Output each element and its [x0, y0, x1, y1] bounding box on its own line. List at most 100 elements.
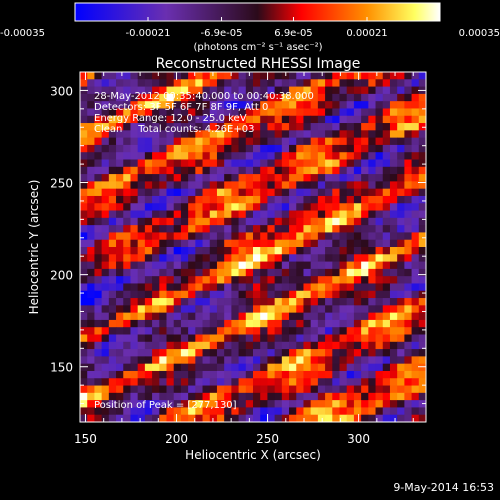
heatmap-cell [368, 261, 376, 270]
heatmap-cell [267, 400, 276, 408]
heatmap-cell [353, 319, 362, 328]
heatmap-cell [404, 225, 412, 233]
heatmap-cell [116, 239, 124, 248]
heatmap-cell [245, 108, 254, 117]
heatmap-cell [361, 239, 369, 248]
heatmap-cell [245, 385, 254, 394]
heatmap-cell [166, 72, 175, 80]
heatmap-cell [238, 210, 247, 219]
heatmap-cell [303, 174, 312, 182]
heatmap-cell [202, 414, 211, 423]
heatmap-cell [368, 137, 376, 146]
heatmap-cell [245, 217, 254, 226]
heatmap-cell [375, 261, 384, 270]
heatmap-cell [108, 276, 117, 284]
heatmap-cell [80, 356, 88, 365]
heatmap-cell [130, 349, 139, 357]
heatmap-cell [216, 305, 225, 314]
heatmap-cell [144, 290, 153, 299]
heatmap-cell [80, 210, 88, 219]
heatmap-cell [144, 276, 153, 284]
heatmap-cell [353, 341, 362, 350]
heatmap-cell [253, 370, 261, 379]
heatmap-cell [339, 305, 348, 314]
heatmap-cell [87, 385, 95, 394]
heatmap-cell [94, 166, 103, 175]
heatmap-cell [116, 363, 124, 372]
heatmap-cell [361, 392, 369, 401]
heatmap-cell [310, 341, 319, 350]
heatmap-cell [404, 210, 412, 219]
heatmap-cell [166, 407, 175, 416]
heatmap-cell [224, 356, 232, 365]
heatmap-cell [260, 407, 268, 416]
heatmap-cell [346, 407, 355, 416]
heatmap-cell [144, 305, 153, 314]
heatmap-cell [411, 407, 420, 416]
heatmap-cell [116, 334, 124, 343]
heatmap-cell [231, 378, 239, 386]
heatmap-cell [144, 232, 153, 241]
heatmap-cell [332, 370, 340, 379]
heatmap-cell [108, 115, 117, 124]
heatmap-cell [152, 225, 160, 233]
heatmap-cell [310, 225, 319, 233]
heatmap-cell [202, 101, 211, 109]
heatmap-cell [224, 363, 232, 372]
heatmap-cell [116, 115, 124, 124]
heatmap-cell [216, 407, 225, 416]
heatmap-cell [188, 414, 196, 423]
heatmap-cell [245, 254, 254, 262]
heatmap-cell [325, 341, 333, 350]
heatmap-cell [173, 101, 182, 109]
heatmap-cell [101, 166, 110, 175]
heatmap-cell [238, 152, 247, 160]
heatmap-cell [303, 283, 312, 292]
heatmap-cell [353, 414, 362, 423]
heatmap-cell [80, 159, 88, 168]
heatmap-cell [418, 327, 427, 335]
heatmap-cell [224, 123, 232, 131]
heatmap-cell [94, 181, 103, 190]
heatmap-cell [166, 319, 175, 328]
heatmap-cell [353, 181, 362, 190]
heatmap-cell [281, 130, 290, 139]
heatmap-cell [116, 319, 124, 328]
heatmap-cell [188, 400, 196, 408]
heatmap-cell [195, 327, 203, 335]
heatmap-cell [195, 137, 203, 146]
heatmap-cell [180, 115, 189, 124]
heatmap-cell [195, 283, 203, 292]
heatmap-cell [152, 414, 160, 423]
heatmap-cell [332, 283, 340, 292]
heatmap-cell [144, 378, 153, 386]
heatmap-cell [375, 239, 384, 248]
heatmap-cell [123, 312, 131, 321]
heatmap-cell [267, 385, 276, 394]
heatmap-cell [180, 319, 189, 328]
heatmap-cell [173, 159, 182, 168]
heatmap-cell [389, 225, 398, 233]
heatmap-cell [188, 152, 196, 160]
heatmap-cell [216, 152, 225, 160]
heatmap-cell [253, 305, 261, 314]
heatmap-cell [245, 356, 254, 365]
heatmap-cell [80, 254, 88, 262]
heatmap-cell [281, 349, 290, 357]
chart-title: Reconstructed RHESSI Image [156, 56, 361, 72]
heatmap-cell [116, 181, 124, 190]
heatmap-cell [245, 115, 254, 124]
heatmap-cell [180, 327, 189, 335]
heatmap-cell [231, 298, 239, 306]
heatmap-cell [216, 276, 225, 284]
heatmap-cell [267, 290, 276, 299]
heatmap-cell [289, 225, 297, 233]
heatmap-cell [346, 195, 355, 204]
heatmap-cell [202, 137, 211, 146]
heatmap-cell [224, 276, 232, 284]
heatmap-cell [389, 370, 398, 379]
heatmap-cell [382, 115, 391, 124]
heatmap-cell [253, 195, 261, 204]
heatmap-cell [281, 181, 290, 190]
heatmap-cell [368, 378, 376, 386]
